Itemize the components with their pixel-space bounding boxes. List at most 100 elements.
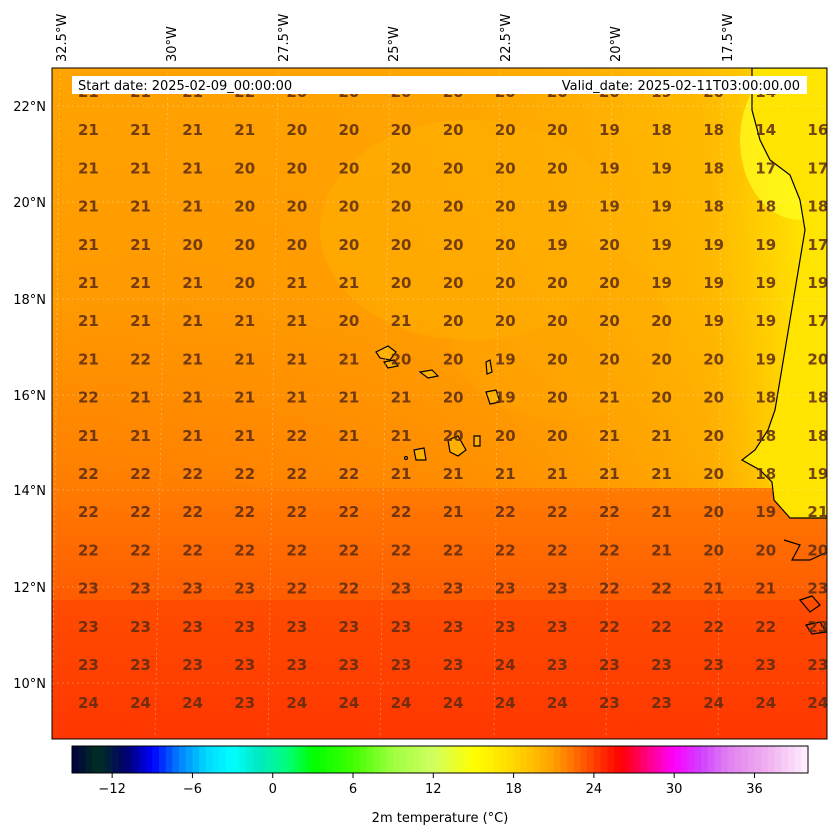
- temperature-value: 21: [339, 350, 360, 368]
- temperature-value: 21: [234, 350, 255, 368]
- temperature-value: 21: [130, 427, 151, 445]
- temperature-value: 21: [599, 427, 620, 445]
- temperature-value: 23: [443, 656, 464, 674]
- temperature-value: 23: [391, 656, 412, 674]
- temperature-value: 23: [807, 618, 828, 636]
- temperature-value: 17: [807, 236, 828, 254]
- temperature-value: 20: [495, 198, 516, 216]
- temperature-value: 22: [78, 541, 99, 559]
- temperature-value: 16: [807, 121, 828, 139]
- temperature-value: 21: [391, 389, 412, 407]
- temperature-value: 21: [130, 159, 151, 177]
- temperature-value: 23: [651, 656, 672, 674]
- temperature-value: 23: [130, 656, 151, 674]
- temperature-value: 22: [443, 541, 464, 559]
- temperature-value: 20: [443, 159, 464, 177]
- temperature-value: 20: [391, 274, 412, 292]
- temperature-value: 23: [495, 580, 516, 598]
- lon-label: 20°W: [609, 26, 624, 62]
- temperature-value: 24: [286, 694, 307, 712]
- temperature-value: 19: [599, 159, 620, 177]
- temperature-value: 20: [286, 236, 307, 254]
- temperature-value: 19: [703, 312, 724, 330]
- temperature-value: 21: [391, 312, 412, 330]
- temperature-value: 21: [286, 350, 307, 368]
- temperature-value: 19: [599, 198, 620, 216]
- lat-label: 16°N: [13, 389, 46, 404]
- temperature-value: 24: [755, 694, 776, 712]
- temperature-value: 19: [599, 121, 620, 139]
- temperature-value: 21: [130, 389, 151, 407]
- temperature-value: 23: [495, 618, 516, 636]
- temperature-value: 22: [182, 465, 203, 483]
- latitude-labels: 22°N 20°N 18°N 16°N 14°N 12°N 10°N: [13, 100, 46, 692]
- temperature-value: 19: [755, 503, 776, 521]
- temperature-value: 21: [78, 274, 99, 292]
- temperature-value: 23: [703, 656, 724, 674]
- lat-label: 10°N: [13, 677, 46, 692]
- temperature-value: 21: [755, 580, 776, 598]
- temperature-value: 23: [547, 580, 568, 598]
- temperature-value: 18: [703, 159, 724, 177]
- date-banner: [72, 76, 807, 94]
- temperature-value: 21: [286, 274, 307, 292]
- temperature-value: 21: [339, 389, 360, 407]
- temperature-value: 20: [599, 236, 620, 254]
- temperature-value: 24: [443, 694, 464, 712]
- temperature-value: 22: [234, 465, 255, 483]
- temperature-value: 20: [286, 121, 307, 139]
- temperature-value: 21: [651, 465, 672, 483]
- temperature-value: 20: [234, 159, 255, 177]
- temperature-value: 22: [286, 541, 307, 559]
- temperature-value: 22: [599, 541, 620, 559]
- temperature-value: 24: [703, 694, 724, 712]
- temperature-value: 20: [703, 389, 724, 407]
- temperature-value: 20: [443, 389, 464, 407]
- temperature-value: 21: [182, 159, 203, 177]
- temperature-value: 14: [755, 121, 776, 139]
- temperature-value: 22: [130, 503, 151, 521]
- lat-label: 20°N: [13, 196, 46, 211]
- temperature-value: 21: [391, 427, 412, 445]
- colorbar-ticks: −12 −6 0 6 12 18 24 30 36: [98, 773, 763, 797]
- temperature-value: 21: [651, 427, 672, 445]
- temperature-value: 20: [547, 159, 568, 177]
- temperature-value: 23: [130, 618, 151, 636]
- lat-label: 14°N: [13, 484, 46, 499]
- temperature-value: 21: [443, 465, 464, 483]
- temperature-value: 22: [339, 541, 360, 559]
- temperature-value: 23: [599, 694, 620, 712]
- temperature-value: 19: [703, 236, 724, 254]
- temperature-value: 24: [130, 694, 151, 712]
- temperature-value: 20: [339, 121, 360, 139]
- temperature-value: 23: [443, 580, 464, 598]
- temperature-value: 19: [495, 350, 516, 368]
- temperature-value: 20: [547, 121, 568, 139]
- temperature-value: 20: [234, 236, 255, 254]
- temperature-value: 23: [443, 618, 464, 636]
- temperature-value: 19: [807, 274, 828, 292]
- temperature-value: 22: [234, 541, 255, 559]
- temperature-value: 22: [182, 503, 203, 521]
- temperature-value: 22: [130, 465, 151, 483]
- temperature-value: 18: [755, 427, 776, 445]
- temperature-value: 23: [234, 694, 255, 712]
- temperature-value: 18: [807, 427, 828, 445]
- lon-label: 22.5°W: [499, 14, 514, 62]
- temperature-value: 24: [495, 656, 516, 674]
- map-frame: [51, 67, 828, 740]
- temperature-value: 20: [234, 198, 255, 216]
- temperature-value: 21: [651, 541, 672, 559]
- temperature-value: 18: [651, 121, 672, 139]
- temperature-value: 23: [599, 656, 620, 674]
- temperature-value: 23: [547, 656, 568, 674]
- temperature-value: 20: [703, 465, 724, 483]
- temperature-value: 24: [807, 694, 828, 712]
- temperature-value: 23: [234, 618, 255, 636]
- colorbar-gradient: [72, 746, 809, 773]
- temperature-value: 24: [182, 694, 203, 712]
- temperature-value: 22: [286, 580, 307, 598]
- temperature-value: 22: [391, 503, 412, 521]
- temperature-value: 20: [547, 350, 568, 368]
- temperature-value: 19: [755, 274, 776, 292]
